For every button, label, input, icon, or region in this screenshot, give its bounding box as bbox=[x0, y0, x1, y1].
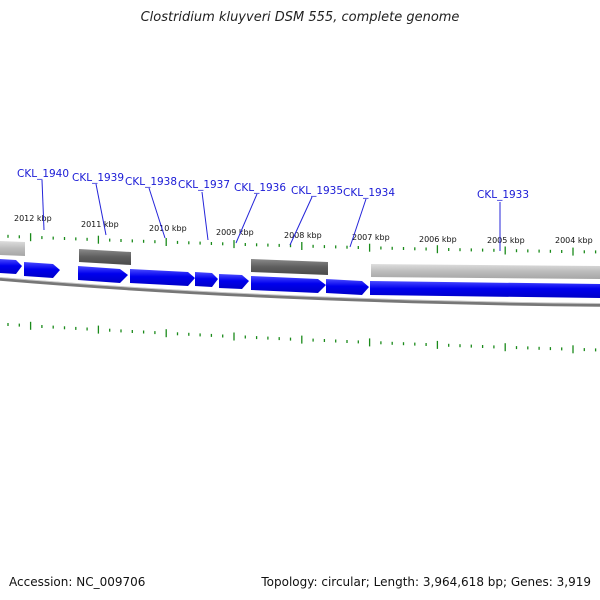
gene-label[interactable]: CKL_1937 bbox=[178, 179, 230, 191]
kbp-labels: 2012 kbp 2011 kbp 2010 kbp 2009 kbp 2008… bbox=[14, 214, 593, 245]
cds-arrow-7 bbox=[251, 276, 326, 293]
gene-label[interactable]: CKL_1938 bbox=[125, 176, 177, 188]
cds-arrow-2 bbox=[24, 262, 60, 278]
topology-text: Topology: circular; Length: 3,964,618 bp… bbox=[261, 575, 591, 589]
leader-line bbox=[235, 193, 258, 244]
leader-line bbox=[95, 183, 107, 236]
kbp-label: 2004 kbp bbox=[555, 236, 593, 245]
genome-title: Clostridium kluyveri DSM 555, complete g… bbox=[140, 10, 460, 25]
leader-line bbox=[201, 191, 209, 241]
leader-line bbox=[289, 196, 313, 246]
cds-arrow-6 bbox=[219, 274, 249, 289]
kbp-label: 2005 kbp bbox=[487, 236, 525, 245]
leader-line bbox=[349, 198, 367, 248]
kbp-label: 2012 kbp bbox=[14, 214, 52, 223]
light-feature-left bbox=[0, 241, 25, 256]
gene-label[interactable]: CKL_1933 bbox=[477, 189, 529, 201]
kbp-label: 2009 kbp bbox=[216, 228, 254, 237]
kbp-label: 2007 kbp bbox=[352, 233, 390, 242]
cds-arrow-4 bbox=[130, 269, 195, 286]
gene-label[interactable]: CKL_1939 bbox=[72, 172, 124, 184]
gene-label[interactable]: CKL_1940 bbox=[17, 168, 69, 180]
gene-labels: CKL_1940 CKL_1939 CKL_1938 CKL_1937 CKL_… bbox=[17, 168, 529, 201]
gene-label[interactable]: CKL_1936 bbox=[234, 182, 286, 194]
gene-leaders bbox=[41, 179, 501, 251]
outer-tick-ring bbox=[7, 233, 597, 256]
leader-line bbox=[148, 187, 166, 239]
inner-tick-ring bbox=[7, 321, 597, 354]
gene-label[interactable]: CKL_1935 bbox=[291, 185, 343, 197]
dark-feature-1 bbox=[79, 249, 131, 265]
kbp-label: 2008 kbp bbox=[284, 231, 322, 240]
genome-backbone bbox=[0, 277, 600, 307]
cds-arrow-3 bbox=[78, 266, 128, 283]
kbp-label: 2006 kbp bbox=[419, 235, 457, 244]
light-feature-right bbox=[371, 264, 600, 279]
kbp-label: 2011 kbp bbox=[81, 220, 119, 229]
cds-arrow-8 bbox=[326, 279, 369, 295]
leader-line bbox=[41, 179, 45, 231]
cds-arrow-9 bbox=[370, 281, 600, 298]
genome-backbone-highlight bbox=[0, 277, 600, 304]
gene-label[interactable]: CKL_1934 bbox=[343, 187, 395, 199]
cds-arrow-5 bbox=[195, 272, 218, 287]
dark-feature-2 bbox=[251, 259, 328, 275]
cds-arrow-1 bbox=[0, 259, 22, 274]
accession-text: Accession: NC_009706 bbox=[9, 575, 146, 589]
kbp-label: 2010 kbp bbox=[149, 224, 187, 233]
